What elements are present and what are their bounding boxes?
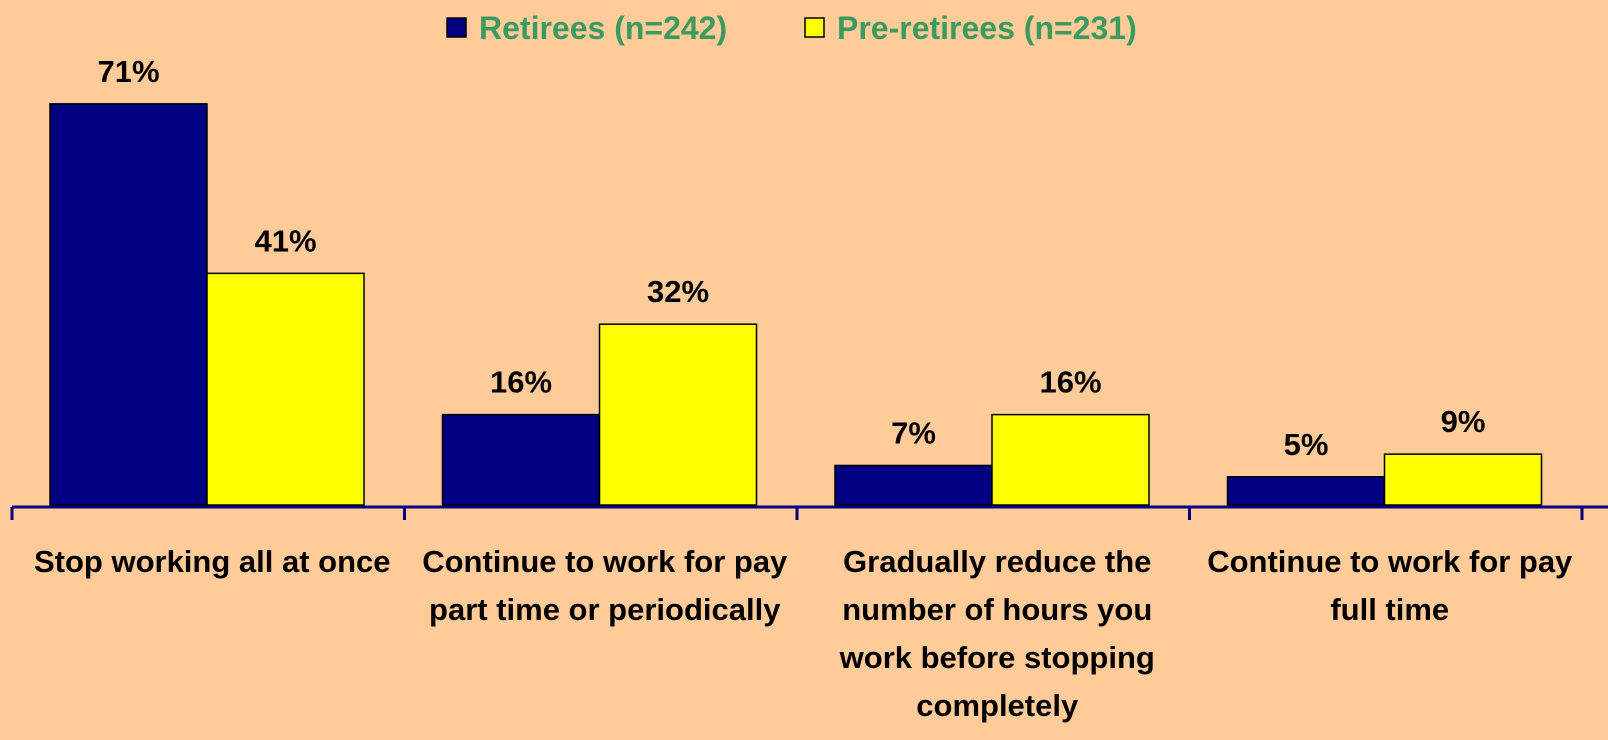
data-label: 16% <box>490 365 552 400</box>
bar <box>206 272 365 506</box>
x-tick-label: Gradually reduce the number of hours you… <box>839 544 1155 723</box>
bar <box>991 413 1150 506</box>
bar <box>1383 453 1543 506</box>
x-tick-label: Continue to work for pay full time <box>1207 544 1573 627</box>
bar <box>834 464 993 506</box>
data-label: 16% <box>1039 365 1101 400</box>
legend-swatch <box>446 17 467 38</box>
legend-label: Pre-retirees (n=231) <box>837 10 1137 46</box>
data-label: 7% <box>891 415 936 450</box>
x-tick-label: Continue to work for pay part time or pe… <box>422 544 788 627</box>
data-label: 32% <box>647 274 709 309</box>
bar <box>441 413 601 506</box>
x-tick-label: Stop working all at once <box>33 544 391 579</box>
bar <box>1226 476 1386 506</box>
data-label: 41% <box>254 223 316 258</box>
legend-swatch <box>804 17 825 38</box>
bar <box>49 103 208 506</box>
data-label: 71% <box>97 54 159 89</box>
bar <box>598 323 758 506</box>
data-label: 9% <box>1441 404 1486 439</box>
data-label: 5% <box>1284 427 1329 462</box>
legend-label: Retirees (n=242) <box>479 10 727 46</box>
